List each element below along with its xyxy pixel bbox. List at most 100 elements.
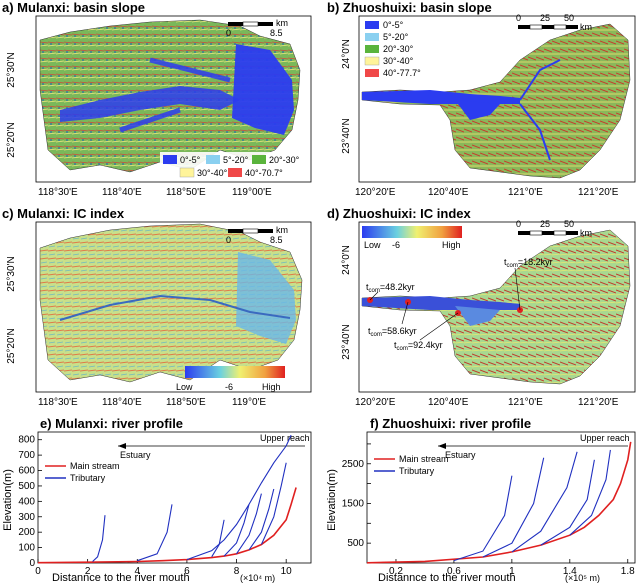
panel-c: c) Mulanxi: IC index km 0 8.5 Low -6 Hig…	[2, 206, 312, 408]
legend-tributary-label: Tributary	[70, 473, 106, 483]
tributary-line	[453, 475, 513, 562]
chart-e: e) Mulanxi: river profile Elevation(m) D…	[2, 416, 312, 584]
panel-a-title: a) Mulanxi: basin slope	[2, 0, 145, 15]
tributary-line	[211, 519, 225, 558]
lon-tick: 118°50'E	[166, 397, 206, 408]
scale-bar-d: 0 25 50 km	[516, 219, 592, 238]
ic-colorbar	[362, 226, 462, 238]
estuary-label: Estuary	[120, 450, 151, 460]
scale-unit: km	[580, 22, 592, 32]
scale-end: 8.5	[270, 235, 283, 245]
legend-main-stream-label: Main stream	[399, 454, 449, 464]
lon-tick: 118°30'E	[38, 397, 78, 408]
chart-f-xlabel: Distannce to the river mouth	[378, 572, 516, 584]
lon-tick: 121°0'E	[508, 397, 543, 408]
legend-label: 0°-5°	[180, 155, 201, 165]
chart-e-frame	[37, 431, 312, 564]
ic-low-label: Low	[176, 382, 193, 392]
mulanxi-basin-ic	[39, 223, 303, 383]
rivers-b	[519, 59, 561, 161]
legend-label: 0°-5°	[383, 20, 404, 30]
x-tick-label: 4	[134, 566, 140, 577]
tributary-line	[186, 434, 292, 561]
lat-tick: 23°40'N	[341, 324, 352, 359]
panel-d: d) Zhuoshuixi: IC index Low -6 High 0 25…	[327, 206, 636, 408]
y-tick-label: 500	[347, 538, 364, 549]
tcom-label-2: tcom=58.6kyr	[368, 326, 417, 338]
scale-end: 8.5	[270, 28, 283, 38]
ic-legend-d: Low -6 High	[362, 226, 462, 250]
legend-label: 20°-30°	[269, 155, 300, 165]
y-tick-label: 700	[18, 450, 35, 461]
panel-c-title: c) Mulanxi: IC index	[2, 206, 125, 221]
main-stream-line	[37, 487, 297, 564]
scale-bar-c: km 0 8.5	[226, 225, 288, 245]
scale-mid: 25	[540, 219, 550, 229]
lon-tick: 119°0'E	[232, 397, 266, 408]
lon-tick: 120°40'E	[428, 187, 469, 198]
lon-tick: 118°40'E	[102, 187, 142, 198]
panel-d-title: d) Zhuoshuixi: IC index	[327, 206, 471, 221]
scale-start: 0	[226, 235, 231, 245]
tcom-label-3: tcom=92.4kyr	[394, 340, 443, 352]
chart-e-xunit: (×10⁴ m)	[240, 573, 275, 583]
lat-tick: 23°40'N	[341, 118, 352, 153]
legend-swatch	[364, 56, 380, 66]
chart-f-ticks: 0.2 0.6 1 1.4 1.8 500 1500 2500	[342, 443, 635, 577]
lon-tick: 119°00'E	[232, 187, 272, 198]
chart-f-lines	[366, 441, 632, 564]
estuary-label: Estuary	[445, 450, 476, 460]
y-tick-label: 0	[29, 558, 35, 569]
legend-swatch	[179, 167, 195, 178]
y-tick-label: 1500	[342, 498, 365, 509]
x-tick-label: 0	[35, 566, 41, 577]
scale-unit: km	[276, 225, 288, 235]
valley-slope-area	[60, 86, 240, 122]
scale-start: 0	[516, 219, 521, 229]
legend-f: Main stream Tributary	[374, 454, 449, 476]
lon-tick: 118°30'E	[38, 187, 78, 198]
y-tick-label: 800	[18, 435, 35, 446]
scale-mid: 25	[540, 13, 550, 23]
main-river-c	[59, 294, 291, 321]
lon-tick: 121°20'E	[578, 397, 619, 408]
legend-label: 40°-70.7°	[245, 168, 283, 178]
lon-tick: 120°40'E	[428, 397, 469, 408]
chart-f-xunit: (×10⁵ m)	[565, 573, 600, 583]
direction-arrow-f: Estuary Upper reach	[438, 433, 630, 460]
y-tick-label: 300	[18, 512, 35, 523]
ic-legend-c: Low -6 High	[176, 366, 285, 392]
main-channel-ic	[362, 296, 520, 310]
river-valleys	[119, 57, 231, 133]
x-tick-label: 2	[85, 566, 91, 577]
tributary-line	[248, 488, 275, 551]
scale-unit: km	[580, 228, 592, 238]
legend-main-stream-label: Main stream	[70, 461, 120, 471]
y-tick-label: 2500	[342, 459, 365, 470]
tributary-line	[540, 459, 595, 546]
lowland-slope-b	[455, 100, 500, 120]
x-tick-label: 10	[281, 566, 293, 577]
ic-high-label: High	[262, 382, 281, 392]
x-tick-label: 0.6	[447, 566, 461, 577]
main-stream-line	[366, 441, 632, 564]
lat-tick: 24°0'N	[341, 245, 352, 275]
chart-f: f) Zhuoshuixi: river profile Elevation(m…	[326, 416, 636, 584]
lon-tick: 121°0'E	[508, 187, 543, 198]
legend-swatch	[365, 69, 379, 77]
y-tick-label: 600	[18, 466, 35, 477]
tributary-line	[137, 504, 173, 562]
scale-unit: km	[276, 18, 288, 28]
slope-legend-a: 0°-5° 5°-20° 20°-30° 30°-40° 40°-70.7°	[160, 152, 310, 181]
x-tick-label: 0.2	[389, 566, 403, 577]
tributary-line	[511, 451, 578, 553]
tcom-label-4: tcom=18.2kyr	[504, 257, 553, 269]
chart-e-lines	[37, 434, 297, 564]
x-tick-label: 1.4	[563, 566, 577, 577]
lowland-ic-area	[236, 252, 296, 344]
chart-f-title: f) Zhuoshuixi: river profile	[370, 416, 531, 431]
chart-f-frame	[366, 431, 636, 564]
tributary-line	[260, 462, 287, 545]
